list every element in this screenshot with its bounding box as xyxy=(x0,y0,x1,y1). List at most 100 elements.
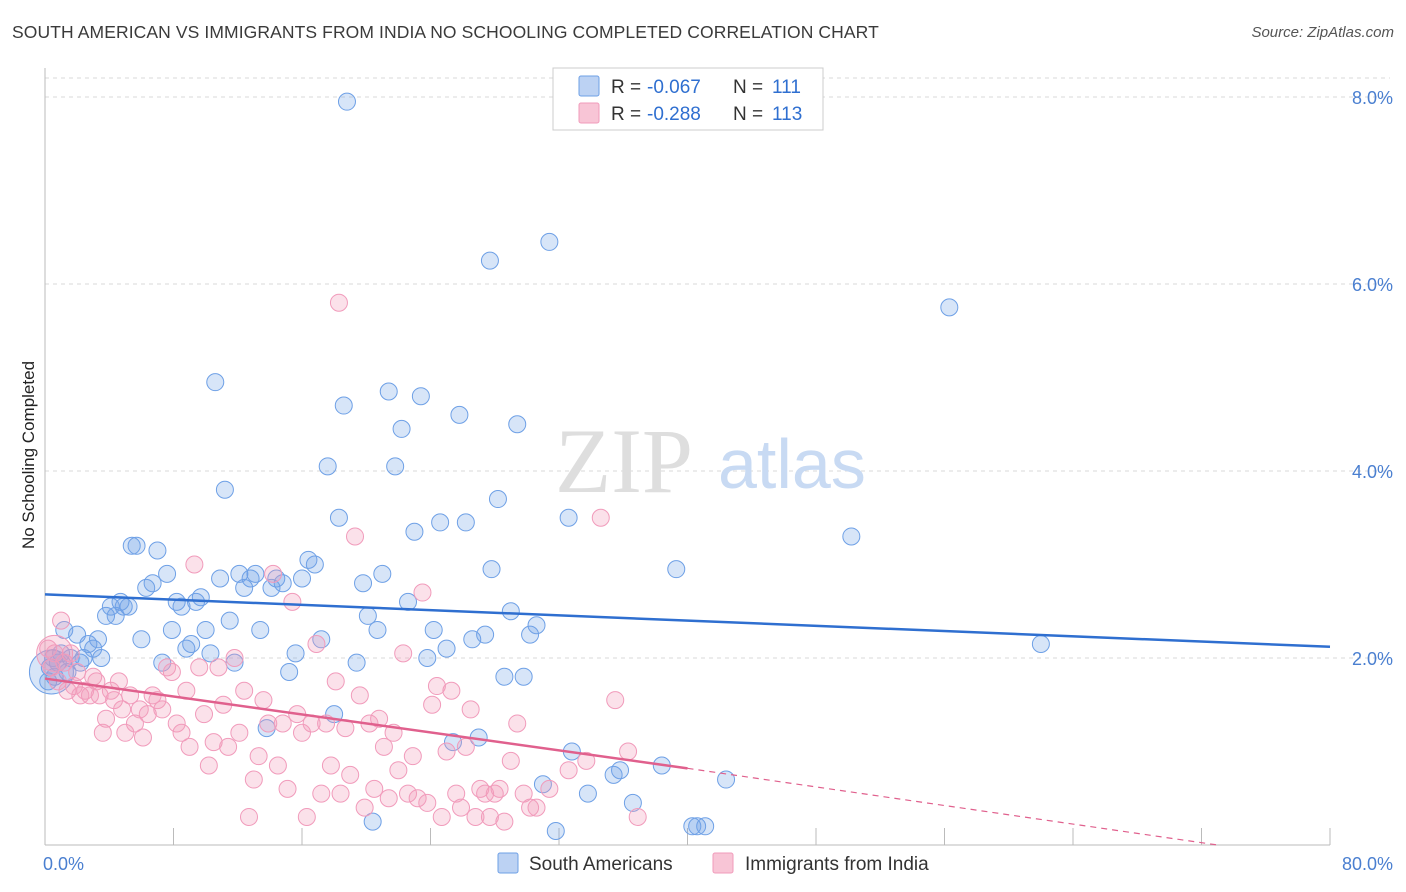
point-pink-76 xyxy=(374,737,393,756)
point-blue-92 xyxy=(521,625,540,644)
point-blue-106 xyxy=(683,817,702,836)
chart-title: SOUTH AMERICAN VS IMMIGRANTS FROM INDIA … xyxy=(12,22,879,42)
point-pink-44 xyxy=(219,737,238,756)
point-blue-16 xyxy=(97,606,116,625)
point-pink-65 xyxy=(321,756,340,775)
point-pink-41 xyxy=(204,733,223,752)
point-pink-47 xyxy=(235,681,254,700)
point-pink-98 xyxy=(480,807,499,826)
point-pink-82 xyxy=(403,747,422,766)
point-pink-101 xyxy=(495,812,514,831)
point-pink-7 xyxy=(61,644,80,663)
watermark-atlas: atlas xyxy=(718,425,866,503)
point-blue-61 xyxy=(329,508,348,527)
point-pink-33 xyxy=(167,714,186,733)
point-pink-110 xyxy=(329,293,348,312)
point-pink-103 xyxy=(508,714,527,733)
point-blue-25 xyxy=(137,578,156,597)
series-legend: South Americans Immigrants from India xyxy=(497,852,929,875)
point-pink-50 xyxy=(249,747,268,766)
point-blue-91 xyxy=(514,667,533,686)
point-blue-102 xyxy=(623,793,642,812)
point-pink-39 xyxy=(195,705,214,724)
point-pink-32 xyxy=(162,663,181,682)
point-pink-9 xyxy=(68,663,87,682)
point-blue-55 xyxy=(293,569,311,588)
point-pink-30 xyxy=(153,700,172,719)
point-blue-34 xyxy=(182,634,201,653)
point-blue-63 xyxy=(337,92,356,111)
point-pink-69 xyxy=(341,765,360,784)
point-pink-16 xyxy=(93,723,112,742)
y-tick-label-2: 6.0% xyxy=(1352,275,1393,295)
point-pink-81 xyxy=(399,784,418,803)
point-blue-27 xyxy=(148,541,167,560)
point-pink-72 xyxy=(355,798,374,817)
point-pink-22 xyxy=(116,723,135,742)
point-pink-93 xyxy=(456,737,475,756)
trend-line-blue xyxy=(44,593,1331,649)
point-pink-94 xyxy=(461,700,480,719)
legend-n-label-2: N = xyxy=(733,104,763,125)
point-pink-112 xyxy=(606,691,625,710)
point-blue-97 xyxy=(559,508,578,527)
point-blue-21 xyxy=(119,597,138,616)
point-blue-42 xyxy=(220,611,239,630)
point-blue-69 xyxy=(373,564,392,583)
x-tick-label-1: 80.0% xyxy=(1342,854,1393,874)
y-tick-label-1: 4.0% xyxy=(1352,462,1393,482)
point-blue-86 xyxy=(482,560,501,579)
point-blue-14 xyxy=(89,630,108,649)
x-tick-label-0: 0.0% xyxy=(43,854,84,874)
watermark-zip: ZIP xyxy=(555,410,693,512)
point-pink-37 xyxy=(185,555,204,574)
point-blue-56 xyxy=(299,550,318,569)
point-pink-55 xyxy=(273,714,292,733)
point-pink-91 xyxy=(447,784,466,803)
point-blue-53 xyxy=(280,663,299,682)
point-pink-60 xyxy=(297,807,316,826)
point-blue-57 xyxy=(305,555,324,574)
point-pink-59 xyxy=(293,723,311,742)
point-blue-39 xyxy=(206,373,225,392)
point-blue-100 xyxy=(604,765,623,784)
point-pink-42 xyxy=(209,658,228,677)
point-blue-112 xyxy=(1031,634,1050,653)
point-pink-87 xyxy=(427,677,446,696)
point-pink-108 xyxy=(559,761,578,780)
point-blue-47 xyxy=(246,564,265,583)
point-blue-99 xyxy=(578,784,597,803)
legend-swatch-pink xyxy=(578,102,600,124)
point-blue-79 xyxy=(437,639,456,658)
point-pink-27 xyxy=(138,705,157,724)
point-pink-24 xyxy=(125,714,144,733)
point-blue-81 xyxy=(450,405,469,424)
point-pink-2 xyxy=(45,644,64,663)
legend-n-value-1: 111 xyxy=(772,77,801,98)
point-pink-62 xyxy=(307,634,326,653)
point-pink-cluster xyxy=(36,634,74,672)
point-pink-67 xyxy=(331,784,350,803)
point-blue-71 xyxy=(386,457,405,476)
point-pink-46 xyxy=(230,723,249,742)
point-pink-52 xyxy=(259,714,278,733)
point-pink-66 xyxy=(326,672,345,691)
point-pink-80 xyxy=(394,644,413,663)
legend-swatch-blue xyxy=(578,75,600,97)
point-blue-89 xyxy=(501,602,520,621)
point-blue-59 xyxy=(318,457,337,476)
point-pink-26 xyxy=(133,728,152,747)
point-blue-76 xyxy=(418,649,437,667)
point-pink-100 xyxy=(490,779,509,798)
point-pink-75 xyxy=(370,709,389,728)
point-pink-40 xyxy=(199,756,218,775)
point-pink-77 xyxy=(379,789,398,808)
point-blue-90 xyxy=(508,415,527,434)
point-blue-111 xyxy=(940,298,959,317)
point-pink-0 xyxy=(39,639,58,658)
point-blue-74 xyxy=(405,522,424,541)
point-blue-82 xyxy=(456,513,475,532)
point-pink-90 xyxy=(442,681,461,700)
point-blue-75 xyxy=(411,387,430,406)
